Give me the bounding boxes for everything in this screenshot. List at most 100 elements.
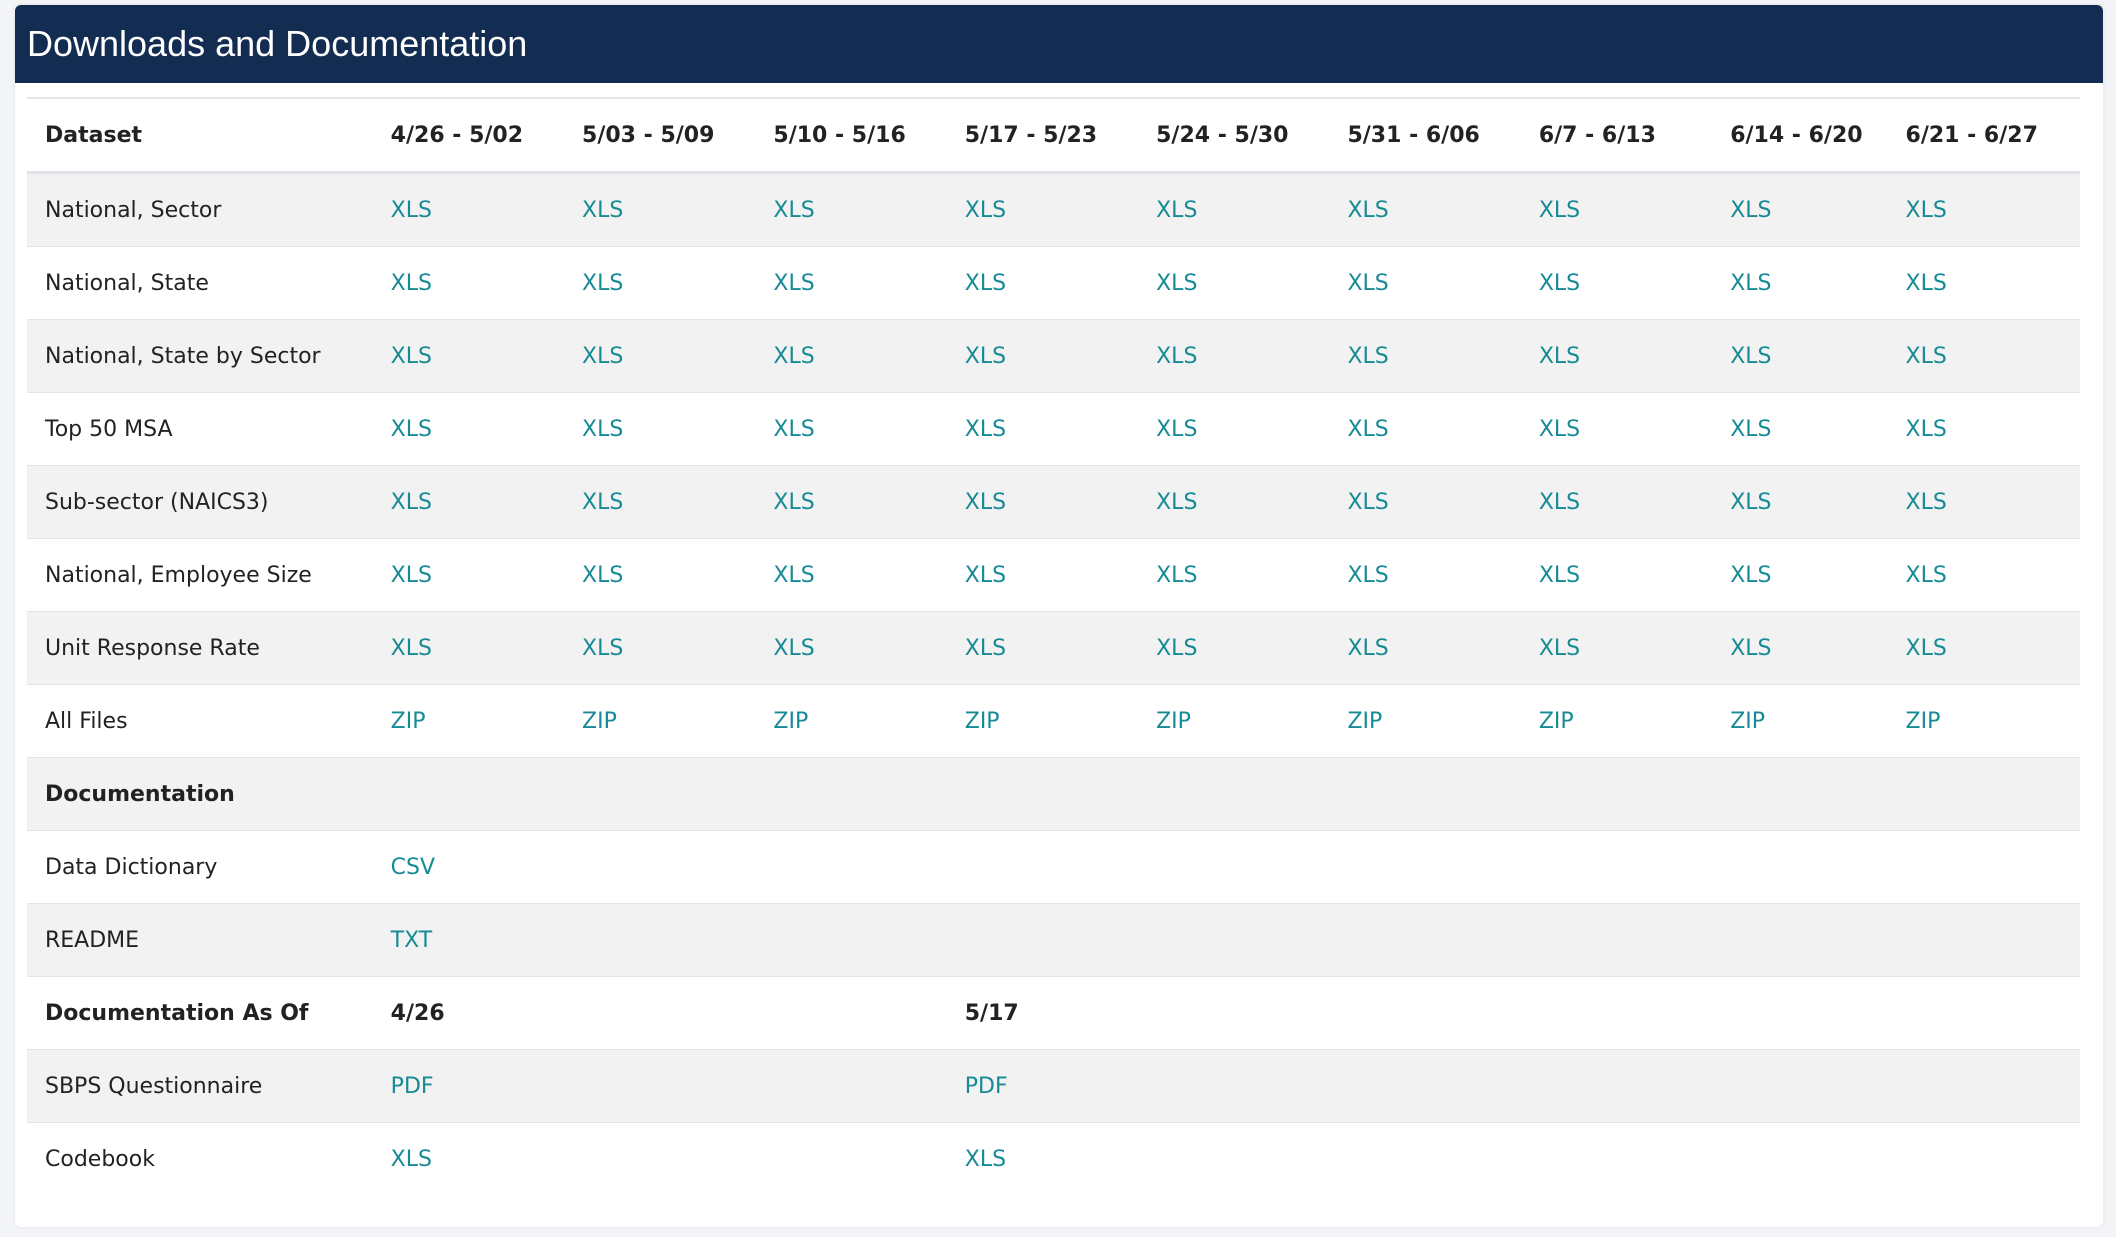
download-link-xls[interactable]: XLS <box>964 1146 1007 1172</box>
download-link-xls[interactable]: XLS <box>1538 562 1581 588</box>
download-link-zip[interactable]: ZIP <box>582 708 617 734</box>
download-link-xls[interactable]: XLS <box>582 343 624 369</box>
download-link-zip[interactable]: ZIP <box>964 708 1000 734</box>
download-link-xls[interactable]: XLS <box>582 635 624 661</box>
table-cell: XLS <box>373 320 564 393</box>
download-link-xls[interactable]: XLS <box>582 562 624 588</box>
download-link-xls[interactable]: XLS <box>964 489 1007 515</box>
download-link-zip[interactable]: ZIP <box>1156 708 1191 734</box>
download-link-xls[interactable]: XLS <box>1347 562 1389 588</box>
download-link-xls[interactable]: XLS <box>390 270 432 296</box>
download-link-xls[interactable]: XLS <box>773 197 815 223</box>
download-link-xls[interactable]: XLS <box>390 562 432 588</box>
download-link-zip[interactable]: ZIP <box>1538 708 1574 734</box>
download-link-zip[interactable]: ZIP <box>773 708 809 734</box>
table-cell <box>1712 758 1887 831</box>
download-link-xls[interactable]: XLS <box>1730 197 1772 223</box>
download-link-xls[interactable]: XLS <box>1905 197 1947 223</box>
table-cell: CSV <box>373 831 564 904</box>
table-cell: XLS <box>373 539 564 612</box>
table-cell <box>1329 758 1520 831</box>
download-link-xls[interactable]: XLS <box>773 635 815 661</box>
download-link-xls[interactable]: XLS <box>773 416 815 442</box>
download-link-xls[interactable]: XLS <box>773 270 815 296</box>
download-link-xls[interactable]: XLS <box>1905 635 1947 661</box>
download-link-pdf[interactable]: PDF <box>390 1073 434 1099</box>
download-link-xls[interactable]: XLS <box>390 416 432 442</box>
download-link-xls[interactable]: XLS <box>1156 489 1198 515</box>
download-link-zip[interactable]: ZIP <box>1905 708 1941 734</box>
download-link-xls[interactable]: XLS <box>582 197 624 223</box>
download-link-pdf[interactable]: PDF <box>964 1073 1008 1099</box>
table-cell: XLS <box>373 612 564 685</box>
download-link-xls[interactable]: XLS <box>1156 343 1198 369</box>
downloads-card: Downloads and Documentation Dataset 4/26 … <box>15 5 2103 1227</box>
download-link-xls[interactable]: XLS <box>1538 416 1581 442</box>
download-link-xls[interactable]: XLS <box>1905 562 1947 588</box>
download-link-zip[interactable]: ZIP <box>390 708 426 734</box>
table-header-row: Dataset 4/26 - 5/02 5/03 - 5/09 5/10 - 5/16… <box>27 97 2080 174</box>
table-row: Unit Response Rate XLS XLS XLS XLS XLS XLS XLS X… <box>27 611 2080 685</box>
row-label: National, Employee Size <box>45 562 312 588</box>
section-heading-row: Documentation As Of 4/26 5/17 <box>27 977 2080 1050</box>
table-cell: XLS <box>1329 320 1520 393</box>
download-link-xls[interactable]: XLS <box>1730 270 1772 296</box>
downloads-table: Dataset 4/26 - 5/02 5/03 - 5/09 5/10 - 5/16… <box>27 97 2080 1195</box>
download-link-xls[interactable]: XLS <box>1156 635 1198 661</box>
download-link-xls[interactable]: XLS <box>1347 343 1389 369</box>
download-link-xls[interactable]: XLS <box>582 270 624 296</box>
download-link-xls[interactable]: XLS <box>964 343 1007 369</box>
download-link-csv[interactable]: CSV <box>390 854 436 880</box>
download-link-xls[interactable]: XLS <box>1347 489 1389 515</box>
download-link-xls[interactable]: XLS <box>1730 416 1772 442</box>
table-cell <box>755 977 946 1050</box>
download-link-xls[interactable]: XLS <box>964 197 1007 223</box>
download-link-xls[interactable]: XLS <box>1347 416 1389 442</box>
download-link-xls[interactable]: XLS <box>1156 562 1198 588</box>
table-cell: XLS <box>947 173 1138 247</box>
download-link-xls[interactable]: XLS <box>1538 270 1581 296</box>
download-link-xls[interactable]: XLS <box>1730 635 1772 661</box>
download-link-xls[interactable]: XLS <box>1905 489 1947 515</box>
download-link-xls[interactable]: XLS <box>1905 343 1947 369</box>
download-link-xls[interactable]: XLS <box>1347 270 1389 296</box>
download-link-zip[interactable]: ZIP <box>1347 708 1383 734</box>
table-cell <box>1888 977 2080 1050</box>
download-link-xls[interactable]: XLS <box>390 635 432 661</box>
download-link-xls[interactable]: XLS <box>1156 270 1198 296</box>
download-link-xls[interactable]: XLS <box>1730 489 1772 515</box>
download-link-xls[interactable]: XLS <box>390 1146 432 1172</box>
table-cell <box>1329 1123 1520 1196</box>
download-link-xls[interactable]: XLS <box>390 197 432 223</box>
download-link-xls[interactable]: XLS <box>1538 489 1581 515</box>
download-link-xls[interactable]: XLS <box>773 343 815 369</box>
download-link-xls[interactable]: XLS <box>582 489 624 515</box>
table-row: National, State by Sector XLS XLS XLS XLS XLS… <box>27 319 2080 393</box>
download-link-xls[interactable]: XLS <box>1905 416 1947 442</box>
download-link-xls[interactable]: XLS <box>390 343 432 369</box>
download-link-xls[interactable]: XLS <box>1156 416 1198 442</box>
table-cell <box>755 1123 946 1196</box>
table-cell: XLS <box>1521 393 1712 466</box>
download-link-xls[interactable]: XLS <box>964 416 1007 442</box>
download-link-txt[interactable]: TXT <box>390 927 433 953</box>
download-link-xls[interactable]: XLS <box>1538 197 1581 223</box>
download-link-xls[interactable]: XLS <box>1538 635 1581 661</box>
download-link-xls[interactable]: XLS <box>964 562 1007 588</box>
section-heading-row: Documentation <box>27 757 2080 831</box>
download-link-xls[interactable]: XLS <box>1347 635 1389 661</box>
download-link-zip[interactable]: ZIP <box>1730 708 1766 734</box>
download-link-xls[interactable]: XLS <box>1730 562 1772 588</box>
download-link-xls[interactable]: XLS <box>1347 197 1389 223</box>
download-link-xls[interactable]: XLS <box>1538 343 1581 369</box>
download-link-xls[interactable]: XLS <box>964 270 1007 296</box>
table-cell: XLS <box>373 466 564 539</box>
download-link-xls[interactable]: XLS <box>582 416 624 442</box>
download-link-xls[interactable]: XLS <box>1905 270 1947 296</box>
download-link-xls[interactable]: XLS <box>773 489 815 515</box>
download-link-xls[interactable]: XLS <box>773 562 815 588</box>
download-link-xls[interactable]: XLS <box>1156 197 1198 223</box>
download-link-xls[interactable]: XLS <box>964 635 1007 661</box>
download-link-xls[interactable]: XLS <box>390 489 432 515</box>
download-link-xls[interactable]: XLS <box>1730 343 1772 369</box>
